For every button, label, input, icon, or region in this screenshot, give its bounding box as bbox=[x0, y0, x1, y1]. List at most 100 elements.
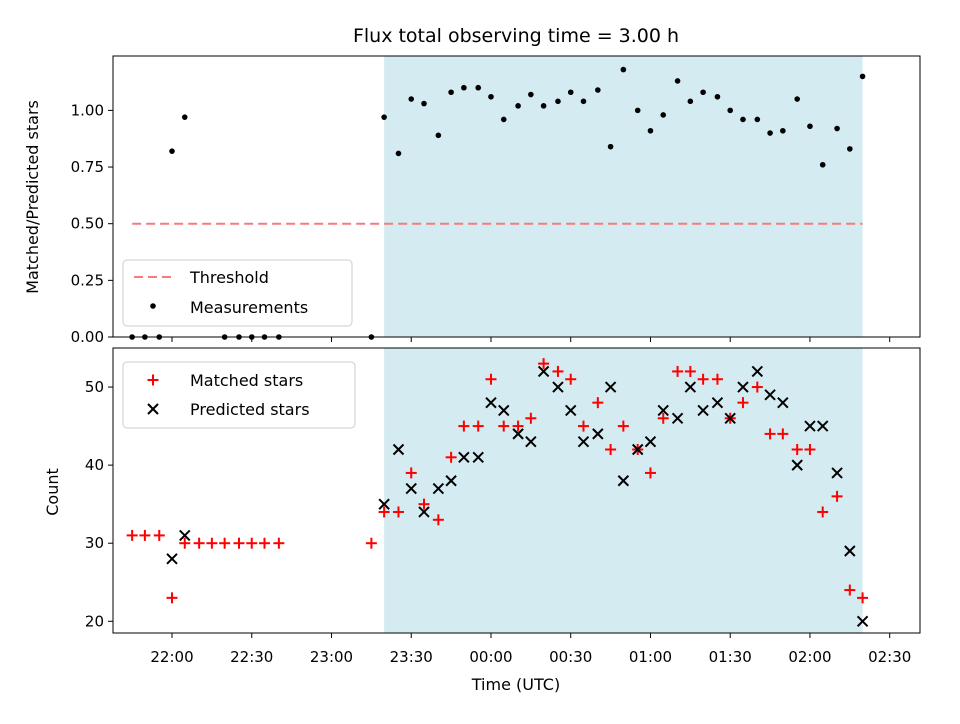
matched-star-point bbox=[857, 592, 869, 604]
measurement-point bbox=[567, 89, 574, 96]
matched-star-point bbox=[538, 358, 550, 370]
matched-star-point bbox=[617, 420, 629, 432]
y-tick-label: 0.25 bbox=[71, 271, 104, 289]
measurement-point bbox=[754, 116, 761, 123]
measurement-point bbox=[181, 114, 188, 120]
matched-star-point bbox=[657, 412, 669, 424]
measurement-point bbox=[714, 93, 721, 100]
y-tick-label: 1.00 bbox=[71, 101, 104, 119]
predicted-star-point bbox=[405, 482, 417, 495]
predicted-star-point bbox=[856, 615, 869, 627]
matched-star-point bbox=[817, 506, 829, 518]
x-tick-label: 02:00 bbox=[788, 648, 831, 666]
measurement-point bbox=[500, 116, 507, 123]
predicted-star-point bbox=[577, 435, 590, 448]
y-tick-label: 0.75 bbox=[71, 158, 104, 176]
measurement-point bbox=[555, 98, 561, 105]
matched-star-point bbox=[378, 506, 390, 518]
matched-star-point bbox=[273, 537, 285, 549]
measurement-point bbox=[421, 100, 427, 107]
axes-frame bbox=[112, 55, 921, 338]
predicted-star-point bbox=[804, 420, 816, 432]
predicted-star-point bbox=[166, 553, 178, 565]
measurement-point bbox=[620, 66, 627, 73]
y-tick-label: 30 bbox=[85, 534, 104, 552]
measurement-point bbox=[780, 127, 786, 134]
matched-star-point bbox=[804, 444, 816, 456]
measurement-point bbox=[236, 334, 242, 340]
measurement-point bbox=[448, 89, 454, 96]
measurement-point bbox=[248, 334, 255, 340]
top-legend: Threshold Measurements bbox=[122, 259, 353, 327]
measurement-point bbox=[660, 112, 667, 118]
measurement-point bbox=[142, 334, 148, 340]
predicted-star-point bbox=[751, 365, 764, 378]
matched-star-point bbox=[418, 498, 430, 510]
bottom-legend: Matched stars Predicted stars bbox=[122, 361, 356, 429]
predicted-star-point bbox=[644, 435, 657, 448]
measurement-point bbox=[169, 148, 175, 154]
legend-predicted-swatch bbox=[147, 403, 159, 415]
matched-star-point bbox=[233, 537, 245, 549]
predicted-star-point bbox=[697, 404, 709, 417]
predicted-star-point bbox=[617, 475, 630, 487]
measurement-point bbox=[767, 130, 773, 136]
legend-measurements-label: Measurements bbox=[190, 298, 308, 317]
predicted-star-point bbox=[831, 467, 843, 479]
matched-star-point bbox=[565, 373, 577, 385]
predicted-star-point bbox=[817, 420, 829, 432]
x-tick-label: 01:30 bbox=[709, 648, 752, 666]
predicted-star-point bbox=[671, 412, 684, 424]
observing-window-shade bbox=[384, 348, 863, 633]
matched-star-point bbox=[219, 537, 231, 549]
matched-star-point bbox=[525, 412, 537, 424]
measurement-point bbox=[687, 98, 694, 105]
measurement-point bbox=[580, 98, 587, 105]
x-tick-label: 23:30 bbox=[390, 648, 433, 666]
measurement-point bbox=[540, 103, 547, 109]
bottom-y-axis-label: Count bbox=[43, 468, 62, 516]
matched-star-point bbox=[577, 420, 589, 432]
matched-star-point bbox=[392, 506, 404, 518]
matched-star-point bbox=[405, 467, 417, 479]
measurement-point bbox=[807, 123, 813, 130]
legend-predicted-label: Predicted stars bbox=[190, 400, 310, 419]
predicted-star-point bbox=[378, 498, 390, 510]
matched-star-point bbox=[552, 365, 564, 377]
measurement-point bbox=[276, 334, 282, 340]
measurement-point bbox=[381, 114, 387, 120]
predicted-star-point bbox=[472, 451, 484, 464]
predicted-star-point bbox=[432, 482, 445, 495]
matched-star-point bbox=[777, 428, 789, 440]
matched-star-point bbox=[246, 537, 258, 549]
matched-star-point bbox=[153, 529, 165, 541]
top-y-axis-label: Matched/Predicted stars bbox=[23, 100, 42, 294]
x-tick-label: 02:30 bbox=[868, 648, 911, 666]
measurement-point bbox=[727, 107, 734, 114]
matched-star-point bbox=[458, 420, 470, 432]
matched-star-point bbox=[259, 537, 271, 549]
predicted-star-point bbox=[552, 381, 564, 393]
matched-star-point bbox=[592, 397, 604, 409]
matched-star-point bbox=[206, 537, 218, 549]
measurement-point bbox=[129, 334, 135, 340]
predicted-star-point bbox=[777, 396, 789, 409]
predicted-star-point bbox=[684, 381, 697, 393]
x-axis-label: Time (UTC) bbox=[471, 675, 560, 694]
measurement-point bbox=[261, 334, 268, 340]
matched-star-point bbox=[751, 381, 763, 393]
predicted-star-point bbox=[392, 443, 405, 456]
matched-star-point bbox=[498, 420, 510, 432]
predicted-star-point bbox=[179, 529, 191, 542]
measurement-point bbox=[461, 84, 467, 91]
predicted-star-point bbox=[512, 428, 524, 440]
measurement-point bbox=[475, 84, 482, 91]
top-panel: 0.00 0.25 0.50 0.75 1.00 Matched/Predicted st… bbox=[23, 55, 921, 346]
predicted-star-point bbox=[498, 404, 510, 417]
matched-star-point bbox=[193, 537, 205, 549]
measurement-point bbox=[674, 78, 681, 84]
predicted-star-point bbox=[711, 396, 724, 409]
predicted-star-point bbox=[632, 443, 644, 456]
predicted-star-point bbox=[657, 404, 669, 417]
